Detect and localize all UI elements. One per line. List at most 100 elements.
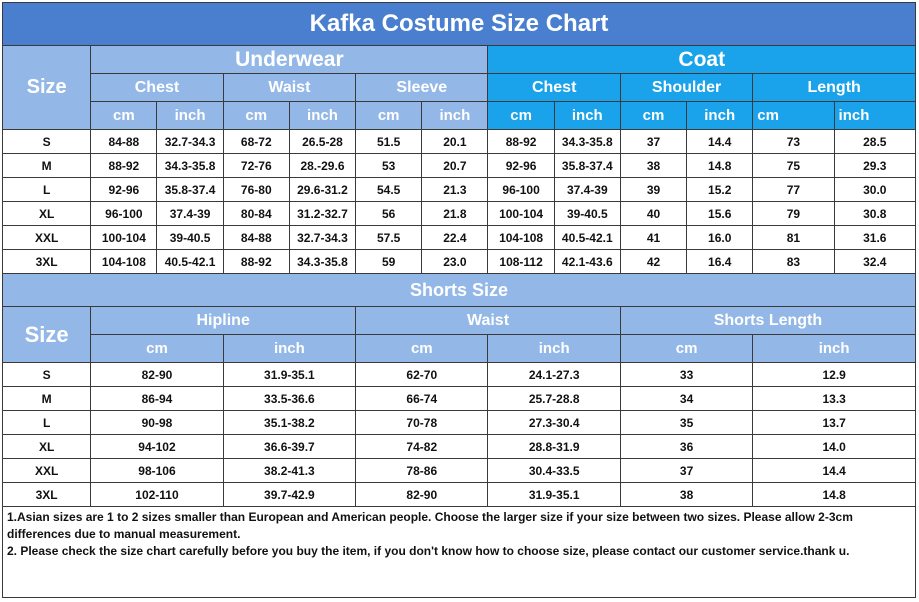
size-cell: XXL <box>1 225 92 250</box>
table-cell: 53 <box>355 153 423 178</box>
unit-header: inch <box>156 101 224 130</box>
table-cell: 75 <box>752 153 835 178</box>
table-row: M 86-94 33.5-36.6 66-74 25.7-28.8 34 13.3 <box>1 386 916 411</box>
table-cell: 23.0 <box>421 249 489 274</box>
table-row: M 88-92 34.3-35.8 72-76 28.-29.6 53 20.7 92-96 3… <box>1 153 917 178</box>
table-cell: 39.7-42.9 <box>222 482 357 507</box>
table-cell: 108-112 <box>487 249 555 274</box>
unit-header: inch <box>752 334 916 363</box>
table-cell: 20.7 <box>421 153 489 178</box>
table-cell: 13.7 <box>752 410 916 435</box>
table-cell: 37.4-39 <box>156 201 224 226</box>
size-column-header: Size <box>1 45 92 130</box>
table-cell: 92-96 <box>487 153 555 178</box>
table-cell: 104-108 <box>487 225 555 250</box>
table-cell: 40 <box>619 201 688 226</box>
table-cell: 57.5 <box>355 225 423 250</box>
notes-section: 1.Asian sizes are 1 to 2 sizes smaller t… <box>2 506 916 598</box>
table-cell: 14.4 <box>752 458 916 483</box>
unit-header: cm <box>619 101 688 130</box>
table-cell: 42.1-43.6 <box>553 249 621 274</box>
underwear-waist-header: Waist <box>222 73 357 102</box>
table-cell: 42 <box>619 249 688 274</box>
table-cell: 31.9-35.1 <box>487 482 621 507</box>
table-cell: 27.3-30.4 <box>487 410 621 435</box>
table-cell: 12.9 <box>752 362 916 387</box>
table-cell: 82-90 <box>355 482 489 507</box>
table-cell: 88-92 <box>90 153 158 178</box>
table-cell: 32.7-34.3 <box>288 225 357 250</box>
table-cell: 21.3 <box>421 177 489 202</box>
size-cell: S <box>1 362 92 387</box>
table-cell: 15.6 <box>686 201 754 226</box>
table-cell: 51.5 <box>355 129 423 154</box>
underwear-sleeve-header: Sleeve <box>355 73 489 102</box>
table-cell: 36 <box>619 434 754 459</box>
table-cell: 90-98 <box>90 410 224 435</box>
shorts-waist-header: Waist <box>355 306 621 335</box>
table-cell: 30.4-33.5 <box>487 458 621 483</box>
table-cell: 88-92 <box>222 249 290 274</box>
shorts-title: Shorts Size <box>2 273 916 307</box>
size-cell: M <box>1 386 92 411</box>
size-cell: XL <box>1 201 92 226</box>
notes: 1.Asian sizes are 1 to 2 sizes smaller t… <box>2 506 916 598</box>
hipline-header: Hipline <box>90 306 357 335</box>
table-cell: 92-96 <box>90 177 158 202</box>
size-cell: M <box>1 153 92 178</box>
table-cell: 40.5-42.1 <box>553 225 621 250</box>
table-cell: 88-92 <box>487 129 555 154</box>
table-cell: 80-84 <box>222 201 290 226</box>
unit-header: inch <box>686 101 754 130</box>
table-row: 3XL 102-110 39.7-42.9 82-90 31.9-35.1 38 14.8 <box>1 482 916 507</box>
unit-header: inch <box>833 101 917 130</box>
table-cell: 59 <box>355 249 423 274</box>
table-row: 3XL 104-108 40.5-42.1 88-92 34.3-35.8 59 23.0 1… <box>1 249 917 274</box>
table-cell: 37 <box>619 458 754 483</box>
table-cell: 36.6-39.7 <box>222 434 357 459</box>
table-cell: 39-40.5 <box>156 225 224 250</box>
size-cell: 3XL <box>1 249 92 274</box>
table-cell: 33.5-36.6 <box>222 386 357 411</box>
unit-header: inch <box>553 101 621 130</box>
table-cell: 16.0 <box>686 225 754 250</box>
shorts-table-body: S 82-90 31.9-35.1 62-70 24.1-27.3 33 12.9 M 86-9… <box>1 362 916 507</box>
table-cell: 22.4 <box>421 225 489 250</box>
table-cell: 56 <box>355 201 423 226</box>
table-cell: 66-74 <box>355 386 489 411</box>
size-cell: XXL <box>1 458 92 483</box>
unit-header: cm <box>222 101 290 130</box>
table-cell: 68-72 <box>222 129 290 154</box>
table-cell: 35.8-37.4 <box>553 153 621 178</box>
table-cell: 13.3 <box>752 386 916 411</box>
table-cell: 84-88 <box>222 225 290 250</box>
unit-header: cm <box>355 334 489 363</box>
table-cell: 14.0 <box>752 434 916 459</box>
table-cell: 29.6-31.2 <box>288 177 357 202</box>
table-cell: 38 <box>619 482 754 507</box>
coat-shoulder-header: Shoulder <box>619 73 754 102</box>
table-cell: 79 <box>752 201 835 226</box>
unit-header: cm <box>355 101 423 130</box>
table-cell: 30.8 <box>833 201 917 226</box>
table-row: S 84-88 32.7-34.3 68-72 26.5-28 51.5 20.1 88-92… <box>1 129 917 154</box>
table-cell: 70-78 <box>355 410 489 435</box>
top-table-body: Kafka Costume Size Chart Size Underwear … <box>1 2 917 274</box>
unit-header: cm <box>619 334 754 363</box>
table-cell: 41 <box>619 225 688 250</box>
table-cell: 72-76 <box>222 153 290 178</box>
size-cell: S <box>1 129 92 154</box>
table-cell: 34.3-35.8 <box>288 249 357 274</box>
chart-title: Kafka Costume Size Chart <box>2 2 916 46</box>
table-cell: 100-104 <box>487 201 555 226</box>
table-cell: 86-94 <box>90 386 224 411</box>
table-cell: 32.7-34.3 <box>156 129 224 154</box>
table-cell: 33 <box>619 362 754 387</box>
table-cell: 34.3-35.8 <box>156 153 224 178</box>
table-cell: 39-40.5 <box>553 201 621 226</box>
coat-length-header: Length <box>752 73 916 102</box>
table-cell: 15.2 <box>686 177 754 202</box>
table-cell: 104-108 <box>90 249 158 274</box>
table-cell: 26.5-28 <box>288 129 357 154</box>
